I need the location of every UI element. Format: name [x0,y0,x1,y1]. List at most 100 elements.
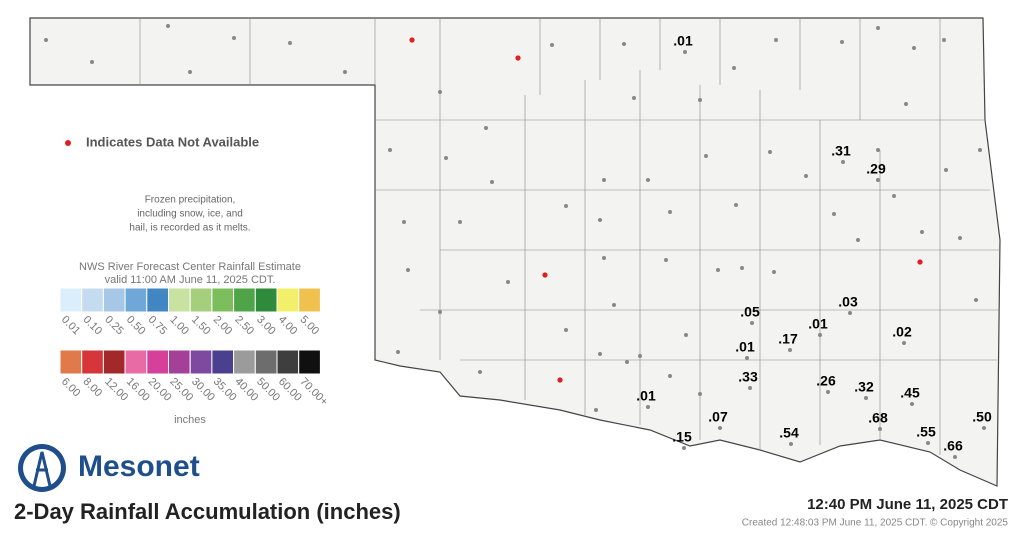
scale-swatch [102,287,126,313]
station-dot [683,50,687,54]
station-dot [638,354,642,358]
scale-swatch [189,349,213,375]
station-dot [876,178,880,182]
station-dot [953,455,957,459]
missing-marker [65,140,71,146]
station-value: .50 [972,409,992,425]
station-dot [646,178,650,182]
station-dot [832,212,836,216]
station-dot [974,298,978,302]
created-note: Created 12:48:03 PM June 11, 2025 CDT. ©… [742,518,1009,529]
station-dot [550,43,554,47]
station-value: .01 [735,339,755,355]
station-value: .07 [708,409,728,425]
station-dot [612,303,616,307]
station-dot [664,258,668,262]
station-dot [826,390,830,394]
station-dot [745,356,749,360]
scale-swatch [168,349,191,375]
missing-station [542,272,548,278]
station-value: .26 [816,373,836,389]
station-dot [478,370,482,374]
station-dot [920,230,924,234]
logo [18,444,66,492]
station-dot [564,328,568,332]
scale-label: 8.00 [81,376,105,400]
missing-station [917,259,923,265]
scale-swatch [189,287,213,313]
station-dot [444,156,448,160]
missing-note: Indicates Data Not Available [86,134,259,149]
scale-swatch [254,349,278,375]
station-dot [789,442,793,446]
station-dot [402,220,406,224]
scale-swatch [211,349,235,375]
station-dot [90,60,94,64]
scale-label: 2.00 [211,314,235,338]
scale-label: 0.75 [146,314,170,338]
scale-swatch [146,349,170,375]
scale-swatch [233,349,256,375]
scale-label: 16.00 [124,376,152,404]
scale-label: 30.00 [189,376,217,404]
station-dot [646,405,650,409]
station-dot [848,311,852,315]
scale-label: 5.00 [298,314,322,338]
station-dot [892,194,896,198]
scale-swatch [81,287,104,313]
scale-label: 3.00 [254,314,278,338]
station-dot [774,38,778,42]
station-dot [748,386,752,390]
station-dot [772,270,776,274]
station-dot [602,178,606,182]
station-dot [718,426,722,430]
station-dot [625,360,629,364]
scale-label: 12.00 [102,376,130,404]
scale-swatch [254,287,278,313]
station-value: .29 [866,161,886,177]
scale-title: valid 11:00 AM June 11, 2025 CDT. [105,274,276,286]
scale-swatch [124,287,148,313]
scale-label: 40.00 [232,376,260,404]
station-dot [684,333,688,337]
station-dot [904,102,908,106]
station-dot [978,148,982,152]
scale-label: 6.00 [59,376,83,400]
scale-swatch [59,287,83,313]
scale-swatch [81,349,104,375]
station-dot [682,446,686,450]
county-lines [139,18,1000,455]
station-dot [632,96,636,100]
scale-label: 60.00 [276,376,304,404]
station-dot [490,180,494,184]
frozen-note: hail, is recorded as it melts. [129,223,250,234]
station-dot [942,38,946,42]
station-value: .03 [838,294,858,310]
station-dot [438,310,442,314]
station-dot [668,210,672,214]
station-dot [602,256,606,260]
frozen-note: Frozen precipitation, [145,195,236,206]
station-dot [506,280,510,284]
station-dot [912,46,916,50]
station-dot [841,160,845,164]
station-value: .02 [892,324,912,340]
scale-label: 2.50 [232,314,256,338]
station-dot [698,98,702,102]
station-value: .68 [868,410,888,426]
scale-label: 4.00 [276,314,300,338]
scale-label: 0.10 [81,314,105,338]
station-dot [232,36,236,40]
station-value: .66 [943,438,963,454]
station-dot [188,70,192,74]
station-dot [910,402,914,406]
station-dot [704,154,708,158]
station-dot [788,348,792,352]
station-dot [698,392,702,396]
station-dot [864,396,868,400]
missing-station [515,55,521,61]
station-dot [750,321,754,325]
station-dot [740,266,744,270]
brand: Mesonet [78,450,200,483]
